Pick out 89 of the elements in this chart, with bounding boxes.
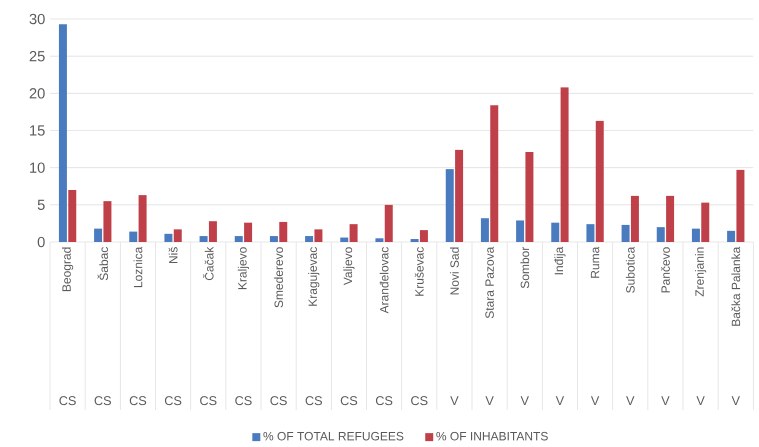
x-tick-label: Beograd (62, 247, 74, 292)
text: V (626, 396, 634, 406)
text: V (450, 396, 459, 406)
y-tick-label: 0 (38, 236, 45, 248)
bar (68, 190, 76, 242)
bar (244, 222, 252, 242)
bar (103, 201, 112, 242)
text: CS (235, 396, 252, 406)
bar (490, 105, 498, 242)
y-tick-label: 30 (30, 14, 45, 24)
bar (666, 196, 674, 242)
bar (138, 195, 147, 242)
x-tick-label: Loznica (134, 246, 142, 288)
text: V (520, 396, 529, 406)
x-tick-label: Aranđelovac (380, 247, 389, 314)
x-tick-label: Valjevo (343, 247, 355, 286)
text: CS (94, 396, 111, 406)
bar (350, 224, 358, 242)
bar (480, 218, 489, 242)
bar (455, 150, 464, 242)
x-tick-label: Kragujevac (308, 247, 320, 306)
bar (279, 222, 288, 242)
bar (551, 222, 560, 242)
x-tick-label: Pančevo (660, 247, 670, 292)
bar (174, 229, 182, 242)
text: V (661, 396, 670, 406)
bar (596, 120, 604, 242)
bar (727, 230, 736, 242)
bar (446, 169, 454, 242)
bar (692, 228, 700, 242)
bar (164, 234, 172, 242)
bar (234, 236, 243, 242)
text: V (696, 396, 705, 406)
bar (560, 87, 569, 242)
text: CS (411, 396, 428, 406)
bar (622, 224, 630, 242)
x-tick-label: Stara Pazova (485, 246, 494, 318)
bar (516, 220, 524, 242)
x-tick-label: Kraljevo (238, 247, 250, 290)
x-tick-label: Niš (168, 247, 178, 264)
legend-label: % OF INHABITANTS (436, 432, 548, 440)
x-tick-label: Subotica (626, 246, 635, 293)
y-tick-label: 20 (30, 88, 45, 99)
legend-label: % OF TOTAL REFUGEES (263, 432, 404, 440)
text: CS (200, 396, 216, 406)
text: CS (130, 396, 146, 406)
bar (410, 239, 419, 242)
x-tick-label: Zrenjanin (694, 248, 706, 296)
bar (340, 238, 348, 242)
x-tick-label: Inđija (554, 246, 566, 274)
bar (701, 202, 710, 242)
y-tick-label: 10 (30, 162, 45, 173)
bar (525, 152, 534, 242)
x-tick-label: Bačka Palanka (731, 246, 740, 326)
x-tick-label: Ruma (590, 246, 600, 278)
bar (736, 170, 744, 242)
bar (384, 204, 393, 242)
x-tick-label: Kruševac (414, 247, 424, 296)
bar (314, 229, 322, 242)
text: V (732, 396, 740, 406)
bar (208, 221, 217, 242)
text: CS (270, 396, 287, 406)
bar (305, 236, 314, 242)
bar (586, 224, 594, 242)
bar (420, 230, 428, 242)
x-tick-label: Novi Sad (450, 248, 459, 294)
text: CS (306, 396, 322, 406)
text: CS (164, 396, 182, 406)
bar (200, 236, 208, 242)
x-tick-label: Smederevo (274, 247, 284, 308)
y-tick-label: 5 (38, 200, 45, 210)
text: V (485, 396, 494, 406)
x-tick-label: Šabac (97, 247, 108, 280)
y-tick-label: 15 (30, 125, 45, 136)
bar (129, 232, 138, 242)
bar (630, 196, 639, 242)
text: CS (340, 396, 358, 406)
x-tick-label: Sombor (520, 246, 530, 288)
text: V (556, 396, 564, 406)
bar (270, 236, 278, 242)
bar (656, 227, 665, 242)
bar (94, 228, 102, 242)
text: CS (376, 396, 392, 406)
bar (375, 238, 384, 242)
y-tick-label: 25 (30, 50, 45, 62)
x-tick-label: Čačak (202, 246, 214, 280)
text: CS (59, 396, 76, 406)
bar (58, 24, 67, 242)
text: V (590, 396, 600, 406)
